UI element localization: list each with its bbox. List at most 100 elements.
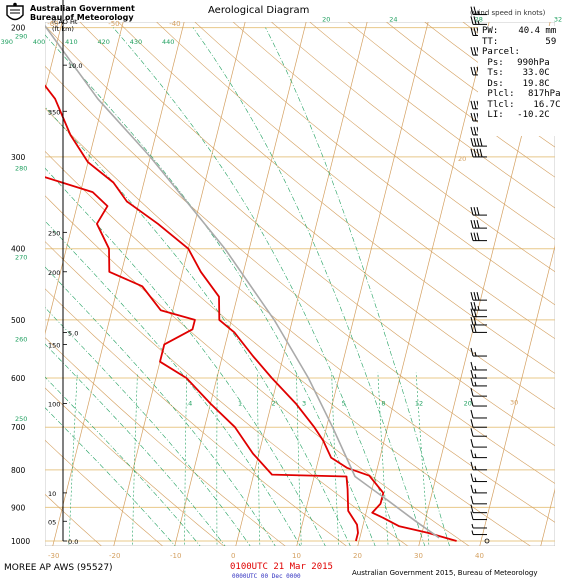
dewpoint-line [45, 176, 359, 542]
right-temperature-tick-label: 20 [458, 155, 466, 163]
stat-value: 59 [545, 36, 557, 47]
height-tick-label: 10 [48, 490, 56, 498]
moist-adiabat-line [45, 167, 326, 546]
stat-label: Plcl: [482, 89, 515, 99]
stat-value: 817hPa [528, 89, 561, 99]
moist-adiabat-label: 32 [554, 16, 562, 24]
isotherm-line [174, 22, 307, 546]
wind-barb-flag [473, 46, 477, 56]
wind-barb-flag [470, 66, 474, 76]
wind-barb [470, 388, 487, 397]
isotherm-line [357, 22, 490, 546]
dry-adiabat-line [45, 25, 555, 447]
temperature-tick-label: -20 [109, 552, 120, 560]
wind-barb-flag [470, 495, 474, 504]
wind-barb [470, 219, 487, 229]
dry-adiabat-line [309, 22, 555, 209]
pressure-tick-label: 600 [11, 374, 26, 383]
wind-barb-flag [470, 397, 474, 407]
stat-row: PW: 40.4 mm [482, 26, 556, 37]
wind-barb-flag [476, 148, 480, 158]
copyright-credit: Australian Government 2015, Bureau of Me… [352, 569, 538, 577]
mixing-ratio-label: 5 [342, 400, 346, 408]
wind-barb-flag [470, 137, 474, 147]
wind-barb-flag [470, 148, 474, 158]
stat-label: Tlcl: [482, 99, 515, 110]
wind-barb [470, 377, 487, 387]
wind-barb [470, 438, 487, 448]
top-temperature-tick-label: -40 [169, 20, 180, 28]
wind-barb-flag [470, 46, 474, 56]
wind-barb-flag [476, 137, 480, 147]
mixing-ratio-line [296, 372, 302, 546]
wind-barb-half-flag [477, 20, 480, 25]
wind-barb [470, 484, 487, 494]
isotherm-line [296, 22, 429, 546]
temperature-tick-label: 10 [292, 552, 301, 560]
moist-adiabat-line [45, 343, 226, 546]
pressure-tick-label: 400 [11, 245, 26, 254]
wind-barb [470, 449, 487, 459]
mixing-ratio-label: 20 [464, 400, 472, 408]
moist-adiabat-line [45, 220, 301, 546]
wind-barb [471, 523, 487, 529]
temperature-tick-label: -10 [170, 552, 181, 560]
stat-label: Ts: [482, 68, 504, 78]
stat-row: Ds: 19.8C [482, 79, 549, 90]
observation-time: 0100UTC 21 Mar 2015 [230, 562, 333, 572]
dry-adiabat-line [117, 22, 555, 374]
wind-barb-flag [470, 484, 474, 494]
moist-adiabat-line [45, 307, 251, 546]
wind-barb-flag [473, 112, 477, 122]
stat-label: Parcel: [482, 47, 520, 57]
wind-barb-flag [473, 126, 477, 136]
potential-temperature-label: 280 [15, 164, 27, 172]
wind-barb-flag [470, 316, 474, 326]
wind-barb-flag [470, 27, 474, 36]
wind-barb-flag [470, 16, 474, 25]
stat-label: Ps: [482, 57, 504, 68]
mixing-ratio-line [257, 372, 261, 546]
wind-barb-flag [479, 148, 483, 158]
stat-row: Tlcl: 16.7C [482, 99, 560, 111]
wind-barb [470, 316, 487, 326]
stat-row: Ps: 990hPa [482, 57, 549, 69]
wind-barb-flag [473, 219, 477, 229]
wind-barb-flag [470, 112, 474, 122]
wind-barb-flag [473, 6, 477, 15]
temperature-tick-label: -30 [48, 552, 59, 560]
pressure-tick-label: 300 [11, 153, 26, 162]
moist-adiabat-line [45, 266, 276, 546]
height-tick-label: 0.0 [68, 538, 78, 546]
moist-adiabat-label: 24 [389, 16, 397, 24]
wind-barb [470, 504, 487, 514]
sounding-stats-panel: PW: 40.4 mm TT: 59 Parcel: Ps: 990hPa Ts: 33.0… [478, 26, 578, 136]
wind-barb-flag [470, 377, 474, 387]
wind-barb-flag [470, 449, 474, 458]
moist-adiabat-line [113, 27, 401, 546]
moist-adiabat-line [192, 27, 426, 546]
wind-barb [470, 397, 487, 407]
wind-barb [470, 206, 487, 216]
wind-barb [470, 361, 487, 371]
wind-barb-flag [470, 388, 474, 397]
agency-name: Australian Government Bureau of Meteorol… [30, 4, 135, 22]
mixing-ratio-line [331, 372, 340, 546]
dry-adiabat-line [194, 22, 555, 306]
height-axis-header: (ft km) [52, 25, 74, 33]
isotherm-line [235, 22, 368, 546]
wind-barb-half-flag [474, 381, 477, 387]
height-tick-label: 100 [48, 401, 60, 409]
wind-barb [470, 148, 487, 158]
wind-barb-flag [473, 137, 477, 147]
height-tick-label: 350 [48, 108, 60, 116]
temperature-tick-label: 0 [231, 552, 235, 560]
stat-row: LI: -10.2C [482, 110, 549, 121]
height-tick-label: 10.0 [68, 62, 82, 70]
wind-barb-flag [473, 292, 477, 301]
height-tick-label: 5.0 [68, 329, 78, 337]
wind-barb-flag [470, 126, 474, 136]
mixing-ratio-label: .4 [186, 400, 192, 408]
wind-barb-flag [473, 316, 477, 326]
mixing-ratio-line [132, 372, 138, 546]
